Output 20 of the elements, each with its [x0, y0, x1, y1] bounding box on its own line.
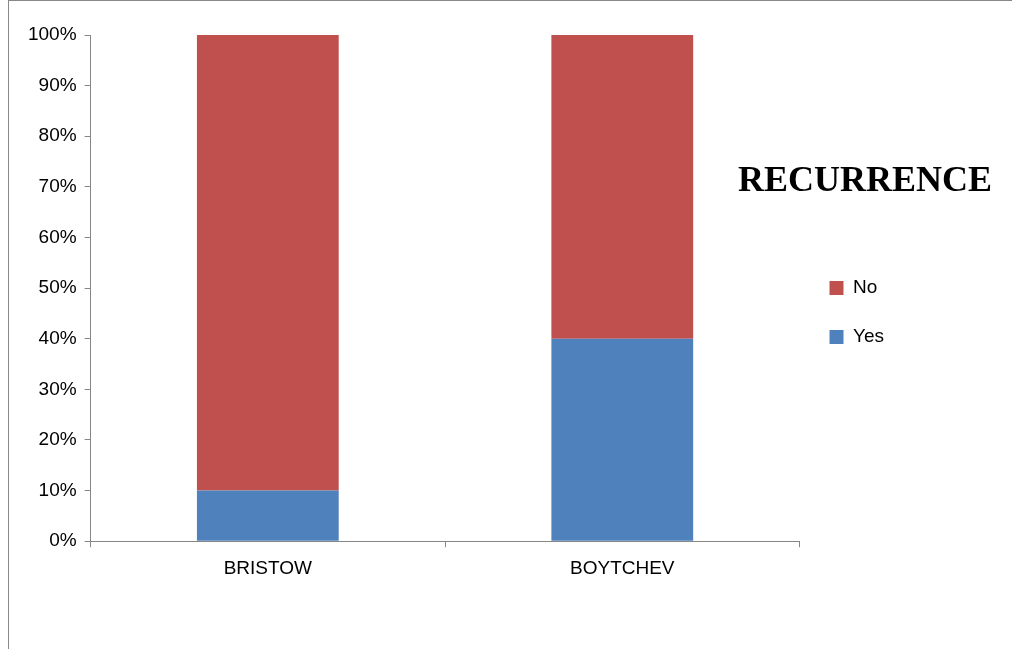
y-tick-label: 60% — [38, 225, 77, 247]
bar — [551, 35, 694, 339]
y-tick-label: 70% — [38, 175, 77, 197]
y-tick-label: 0% — [49, 529, 77, 551]
y-tick-label: 10% — [38, 478, 77, 500]
y-tick-label: 20% — [38, 428, 77, 450]
y-tick-label: 100% — [27, 23, 77, 45]
y-tick-label: 40% — [38, 326, 77, 348]
legend-label: No — [853, 276, 878, 298]
x-tick-label: BRISTOW — [223, 556, 313, 578]
y-tick-label: 80% — [38, 124, 77, 146]
bar — [196, 490, 339, 541]
text: RECURRENCE — [738, 158, 993, 200]
y-tick-label: 90% — [38, 73, 77, 95]
bar — [551, 338, 694, 541]
bar — [196, 35, 339, 491]
y-tick-label: 50% — [38, 276, 77, 298]
y-tick-label: 30% — [38, 377, 77, 399]
legend-label: Yes — [853, 325, 884, 347]
x-tick-label: BOYTCHEV — [570, 556, 675, 578]
